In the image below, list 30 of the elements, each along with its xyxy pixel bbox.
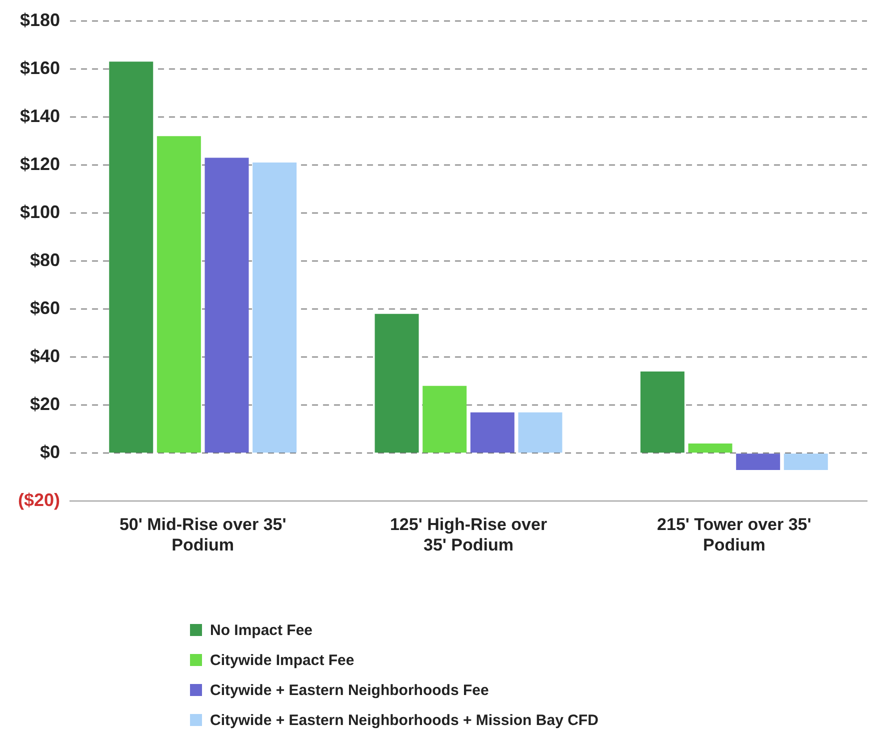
bar bbox=[156, 136, 201, 453]
y-tick-label: $40 bbox=[30, 346, 60, 366]
x-tick-label: 50' Mid-Rise over 35' Podium bbox=[119, 515, 286, 554]
legend-label: Citywide + Eastern Neighborhoods Fee bbox=[210, 682, 489, 698]
bar bbox=[204, 158, 249, 453]
y-tick-label: $180 bbox=[20, 10, 60, 30]
bar bbox=[736, 454, 780, 470]
bar bbox=[374, 314, 419, 453]
y-tick-label: $60 bbox=[30, 298, 60, 318]
x-tick-label: 125' High-Rise over 35' Podium bbox=[390, 515, 548, 554]
y-tick-label: $20 bbox=[30, 394, 60, 414]
y-tick-label: $0 bbox=[40, 442, 60, 462]
legend-label: Citywide Impact Fee bbox=[210, 652, 354, 668]
y-tick-label: $160 bbox=[20, 58, 60, 78]
bar bbox=[470, 412, 514, 453]
y-tick-label: $100 bbox=[20, 202, 60, 222]
x-tick-label: 215' Tower over 35' Podium bbox=[657, 515, 812, 554]
bar bbox=[688, 444, 732, 453]
legend-label: No Impact Fee bbox=[210, 622, 313, 638]
legend-label: Citywide + Eastern Neighborhoods + Mission Bay CFD bbox=[210, 712, 598, 728]
y-tick-label: ($20) bbox=[18, 490, 60, 510]
bar bbox=[640, 371, 684, 453]
bar bbox=[784, 454, 828, 470]
bar bbox=[518, 412, 562, 453]
y-tick-label: $80 bbox=[30, 250, 60, 270]
bar bbox=[422, 386, 467, 453]
bar bbox=[109, 62, 154, 453]
y-tick-label: $120 bbox=[20, 154, 60, 174]
bar bbox=[252, 162, 297, 453]
y-tick-label: $140 bbox=[20, 106, 60, 126]
